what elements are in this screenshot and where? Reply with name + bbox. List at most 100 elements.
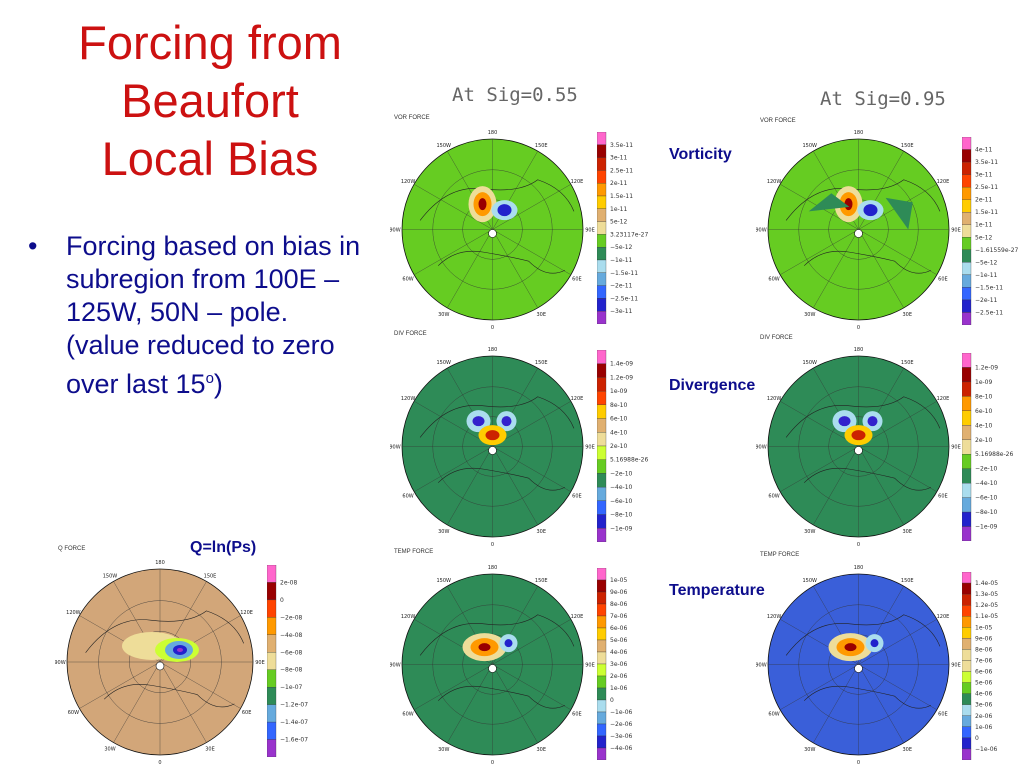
- longitude-label: 90E: [951, 228, 961, 234]
- meridian-line: [492, 184, 571, 230]
- longitude-label: 30W: [438, 529, 449, 535]
- div-caption-right: DIV FORCE: [760, 335, 793, 341]
- colorbar-tick-label: 2.5e-11: [610, 167, 633, 174]
- longitude-label: 90E: [951, 663, 961, 669]
- colorbar-swatch: [962, 262, 972, 276]
- colorbar-swatch: [597, 486, 607, 502]
- colorbar-tick-label: −1.5e-11: [610, 270, 638, 277]
- longitude-label: 180: [488, 130, 498, 136]
- colorbar-tick-label: 2e-10: [975, 437, 992, 444]
- title-line-1: Forcing from: [78, 16, 342, 69]
- meridian-line: [858, 664, 937, 710]
- colorbar-tick-label: 5e-12: [610, 219, 627, 226]
- pole-marker: [854, 229, 863, 238]
- longitude-label: 60E: [242, 710, 252, 716]
- q-label: Q=ln(Ps): [190, 539, 257, 556]
- colorbar-tick-label: 0: [280, 597, 284, 604]
- colorbar-tick-label: −3e-11: [610, 308, 633, 315]
- longitude-label: 150W: [437, 360, 452, 366]
- longitude-label: 30W: [438, 312, 449, 318]
- longitude-label: 120E: [240, 610, 253, 616]
- colorbar-tick-label: 4e-11: [975, 147, 992, 154]
- colorbar-swatch: [597, 591, 607, 605]
- colorbar-tick-label: 5e-12: [975, 234, 992, 241]
- colorbar-tick-label: 1e-09: [975, 379, 992, 386]
- temp-map-right: 180 150E 120E 90E 60E 30E 0 30W 60W 90W 120W 150W: [756, 565, 961, 765]
- longitude-label: 60W: [402, 276, 413, 282]
- colorbar-swatch: [597, 247, 607, 261]
- colorbar-swatch: [597, 514, 607, 529]
- longitude-label: 0: [857, 325, 860, 330]
- colorbar-tick-label: 1.4e-05: [975, 580, 998, 587]
- colorbar-tick-label: 1.5e-11: [610, 193, 633, 200]
- longitude-label: 150W: [103, 573, 118, 579]
- colorbar-tick-label: −2e-06: [610, 721, 633, 728]
- colorbar-swatch: [962, 224, 972, 238]
- colorbar-tick-label: 0: [975, 735, 979, 742]
- colorbar-tick-label: 3e-06: [610, 661, 627, 668]
- bullet-close: ): [213, 369, 223, 399]
- colorbar-swatch: [962, 454, 972, 469]
- colorbar-swatch: [962, 715, 972, 727]
- longitude-label: 150W: [803, 143, 818, 149]
- longitude-label: 30W: [804, 529, 815, 535]
- colorbar-swatch: [597, 459, 607, 474]
- colorbar-tick-label: −2e-10: [610, 470, 633, 477]
- meridian-line: [780, 401, 859, 447]
- longitude-label: 60W: [768, 493, 779, 499]
- colorbar-swatch: [962, 149, 972, 163]
- temp-caption-left: TEMP FORCE: [394, 549, 434, 555]
- longitude-label: 120W: [401, 179, 416, 185]
- vor-map-right: 180 150E 120E 90E 60E 30E 0 30W 60W 90W 120W 150W: [756, 130, 961, 330]
- colorbar-tick-label: 3.23117e-27: [610, 231, 648, 238]
- longitude-label: 120E: [937, 614, 950, 620]
- temperature-label: Temperature: [669, 582, 765, 599]
- colorbar-tick-label: 2e-06: [610, 673, 627, 680]
- colorbar-tick-label: −4e-06: [610, 745, 633, 752]
- longitude-label: 180: [488, 347, 498, 353]
- longitude-label: 60W: [768, 711, 779, 717]
- colorbar-swatch: [962, 638, 972, 650]
- longitude-label: 0: [857, 542, 860, 547]
- colorbar-tick-label: 3e-06: [975, 702, 992, 709]
- longitude-label: 120W: [767, 614, 782, 620]
- meridian-line: [79, 661, 161, 709]
- colorbar-tick-label: −5e-12: [975, 259, 998, 266]
- vorticity-label: Vorticity: [669, 146, 732, 163]
- colorbar-tick-label: 3.5e-11: [975, 159, 998, 166]
- colorbar-swatch: [597, 687, 607, 701]
- longitude-label: 90E: [255, 660, 265, 666]
- vor-caption-left: VOR FORCE: [394, 115, 430, 121]
- longitude-label: 90W: [390, 445, 401, 451]
- longitude-label: 150W: [803, 360, 818, 366]
- colorbar-tick-label: 5e-06: [975, 680, 992, 687]
- pole-marker: [854, 446, 863, 455]
- colorbar-tick-label: −1.5e-11: [975, 284, 1003, 291]
- longitude-label: 120W: [401, 614, 416, 620]
- colorbar-swatch: [597, 285, 607, 299]
- colorbar-tick-label: 8e-06: [610, 601, 627, 608]
- longitude-label: 180: [854, 130, 864, 136]
- colorbar-tick-label: 2e-11: [975, 197, 992, 204]
- colorbar-swatch: [597, 500, 607, 515]
- meridian-line: [113, 661, 161, 743]
- colorbar-tick-label: −2e-11: [975, 297, 998, 304]
- colorbar-tick-label: −3e-06: [610, 733, 633, 740]
- colorbar-tick-label: 2e-10: [610, 443, 627, 450]
- colorbar-swatch: [597, 675, 607, 689]
- colorbar-swatch: [962, 353, 972, 368]
- colorbar-swatch: [962, 439, 972, 455]
- colorbar-tick-label: 1e-09: [610, 388, 627, 395]
- colorbar-swatch: [597, 568, 607, 581]
- colorbar-tick-label: −8e-10: [975, 509, 998, 516]
- colorbar-swatch: [597, 528, 607, 542]
- longitude-label: 60W: [402, 493, 413, 499]
- meridian-line: [858, 446, 937, 492]
- colorbar-swatch: [597, 144, 607, 158]
- colorbar-swatch: [962, 186, 972, 200]
- longitude-label: 90W: [756, 445, 767, 451]
- colorbar-tick-label: −1.2e-07: [280, 702, 308, 709]
- div-colorbar-right: 1.2e-09 1e-09 8e-10 6e-10 4e-10 2e-10 5.16988e…: [962, 353, 1013, 541]
- vor-colorbar-left: 3.5e-11 3e-11 2.5e-11 2e-11 1.5e-11 1e-11 5e-1…: [597, 132, 648, 324]
- colorbar-tick-label: 5.16988e-26: [610, 457, 648, 464]
